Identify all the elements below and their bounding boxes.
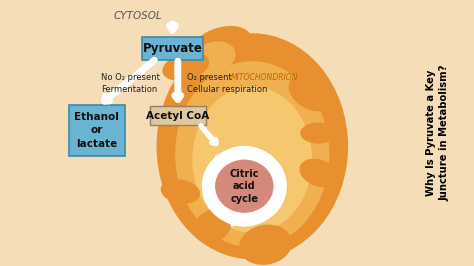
FancyBboxPatch shape [150,106,206,125]
Text: O₂ present
Cellular respiration: O₂ present Cellular respiration [187,73,267,94]
Ellipse shape [175,61,329,247]
Ellipse shape [156,33,348,259]
Text: MITOCHONDRION: MITOCHONDRION [231,73,299,82]
Ellipse shape [289,75,333,111]
Ellipse shape [192,86,312,233]
Text: No O₂ present
Fermentation: No O₂ present Fermentation [100,73,160,94]
Text: Citric
acid
cycle: Citric acid cycle [229,169,259,203]
Ellipse shape [188,26,252,70]
FancyBboxPatch shape [142,37,203,60]
Ellipse shape [163,52,209,81]
Ellipse shape [202,146,287,226]
Ellipse shape [215,160,273,213]
Ellipse shape [239,225,292,265]
Ellipse shape [189,41,236,76]
Ellipse shape [300,122,337,144]
Ellipse shape [193,209,231,243]
Text: Ethanol
or
lactate: Ethanol or lactate [74,112,119,148]
Ellipse shape [300,159,338,187]
FancyBboxPatch shape [69,105,125,156]
Text: Acetyl CoA: Acetyl CoA [146,111,210,121]
Text: Why Is Pyruvate a Key
Juncture in Metabolism?: Why Is Pyruvate a Key Juncture in Metabo… [426,65,449,201]
Text: CYTOSOL: CYTOSOL [114,11,163,21]
Ellipse shape [161,179,200,204]
Text: Pyruvate: Pyruvate [143,42,202,55]
